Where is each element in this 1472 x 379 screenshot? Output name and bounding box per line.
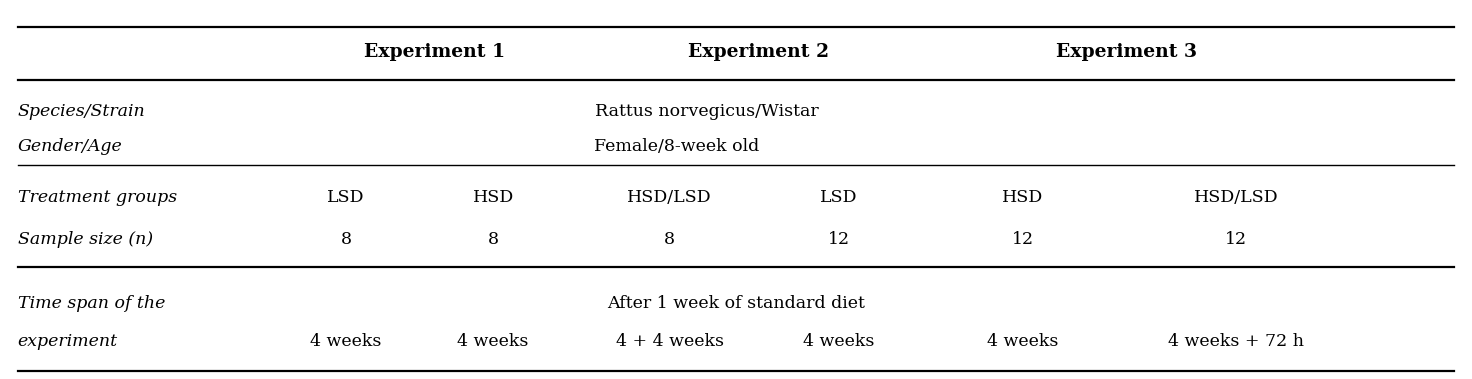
Text: 4 + 4 weeks: 4 + 4 weeks (615, 333, 724, 349)
Text: 12: 12 (827, 231, 851, 248)
Text: HSD: HSD (1002, 189, 1044, 205)
Text: 4 weeks: 4 weeks (311, 333, 381, 349)
Text: Female/8-week old: Female/8-week old (595, 138, 760, 155)
Text: 4 weeks: 4 weeks (988, 333, 1058, 349)
Text: LSD: LSD (327, 189, 365, 205)
Text: After 1 week of standard diet: After 1 week of standard diet (606, 295, 866, 312)
Text: 8: 8 (487, 231, 499, 248)
Text: Time span of the: Time span of the (18, 295, 165, 312)
Text: HSD: HSD (473, 189, 514, 205)
Text: 8: 8 (340, 231, 352, 248)
Text: HSD/LSD: HSD/LSD (627, 189, 712, 205)
Text: Treatment groups: Treatment groups (18, 189, 177, 205)
Text: 4 weeks: 4 weeks (804, 333, 874, 349)
Text: LSD: LSD (820, 189, 858, 205)
Text: Rattus norvegicus/Wistar: Rattus norvegicus/Wistar (595, 103, 818, 120)
Text: Species/Strain: Species/Strain (18, 103, 146, 120)
Text: Experiment 2: Experiment 2 (687, 43, 829, 61)
Text: 12: 12 (1225, 231, 1248, 248)
Text: Gender/Age: Gender/Age (18, 138, 122, 155)
Text: 4 weeks: 4 weeks (458, 333, 528, 349)
Text: Experiment 3: Experiment 3 (1055, 43, 1197, 61)
Text: 12: 12 (1011, 231, 1035, 248)
Text: Experiment 1: Experiment 1 (364, 43, 505, 61)
Text: Sample size (n): Sample size (n) (18, 231, 153, 248)
Text: 4 weeks + 72 h: 4 weeks + 72 h (1169, 333, 1304, 349)
Text: 8: 8 (664, 231, 676, 248)
Text: HSD/LSD: HSD/LSD (1194, 189, 1279, 205)
Text: experiment: experiment (18, 333, 118, 349)
